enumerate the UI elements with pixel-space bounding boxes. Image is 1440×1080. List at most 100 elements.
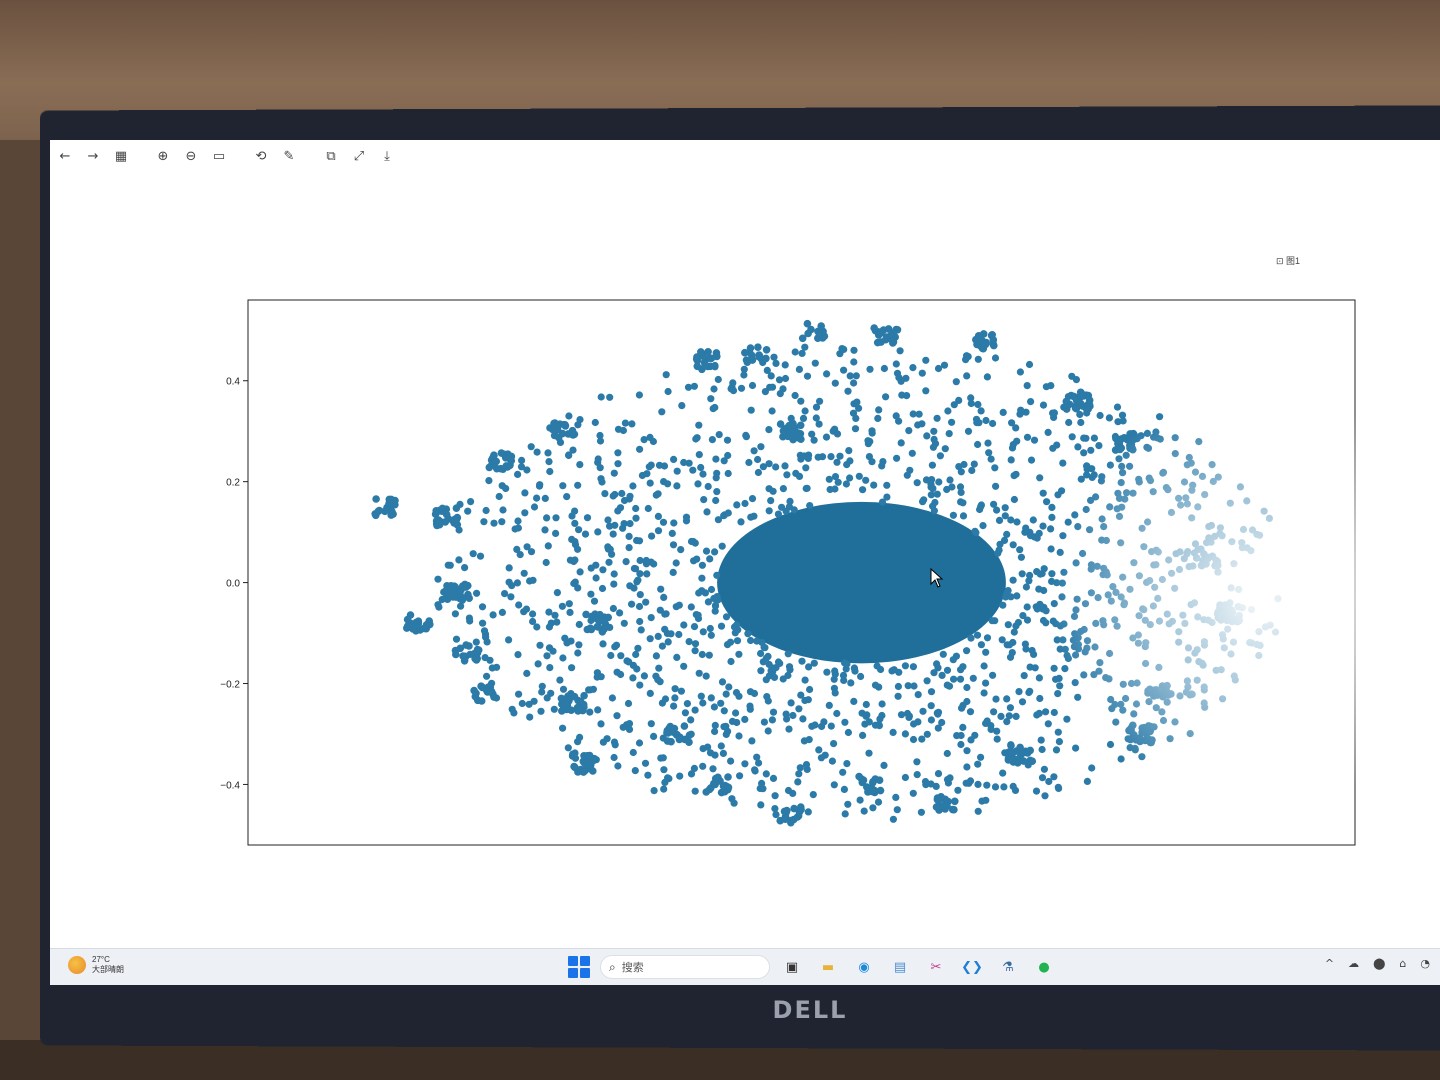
- scatter-point: [963, 763, 971, 771]
- scatter-point: [1151, 583, 1159, 591]
- scatter-point: [599, 640, 607, 648]
- fit-icon[interactable]: ▭: [212, 148, 226, 164]
- scatter-point: [1080, 434, 1088, 442]
- scatter-point: [999, 408, 1007, 416]
- scatter-point: [850, 697, 858, 706]
- back-icon[interactable]: ←: [59, 148, 71, 164]
- scatter-point: [1115, 455, 1123, 463]
- scatter-point: [1171, 434, 1179, 442]
- volume-icon[interactable]: ◔: [1420, 957, 1430, 970]
- scatter-point: [664, 480, 672, 488]
- cluster-point: [693, 353, 701, 361]
- task-view-icon[interactable]: ▣: [785, 959, 799, 975]
- cluster-point: [1007, 742, 1015, 750]
- cluster-point: [934, 802, 942, 810]
- zoom-out-icon[interactable]: ⊖: [185, 148, 197, 164]
- onedrive-icon[interactable]: ☁: [1348, 957, 1360, 970]
- scatter-point: [859, 731, 867, 740]
- scatter-point: [834, 478, 842, 486]
- scatter-point: [624, 699, 633, 708]
- home-icon[interactable]: ⌂: [1399, 957, 1407, 970]
- scatter-point: [784, 650, 792, 658]
- scatter-point: [482, 506, 490, 515]
- scatter-point: [976, 505, 984, 514]
- scatter-point: [1189, 481, 1197, 489]
- scatter-point: [1064, 654, 1072, 663]
- scatter-point: [784, 671, 792, 680]
- scatter-point: [842, 480, 851, 488]
- scatter-point: [732, 709, 740, 717]
- pycharm-icon[interactable]: ●: [1038, 959, 1050, 975]
- cluster-point: [381, 507, 389, 516]
- network-status-icon[interactable]: ⬤: [1373, 957, 1386, 970]
- vscode-icon[interactable]: ❮❯: [961, 959, 983, 975]
- save-icon[interactable]: ⤓: [384, 148, 390, 164]
- scatter-point: [613, 712, 621, 720]
- scatter-point: [1106, 503, 1114, 511]
- scatter-point: [625, 720, 634, 728]
- scatter-point: [718, 542, 726, 550]
- scatter-point: [1175, 494, 1183, 502]
- taskbar-search-box[interactable]: ⌕ 搜索: [600, 955, 770, 979]
- weather-widget[interactable]: 27°C 大部晴朗: [68, 955, 124, 975]
- start-button[interactable]: [568, 956, 590, 978]
- scatter-points: [371, 319, 1282, 827]
- cluster-point: [794, 433, 802, 442]
- scatter-point: [480, 518, 488, 526]
- dense-core-points: [717, 501, 1006, 664]
- scatter-point: [1186, 730, 1194, 738]
- scatter-point: [740, 365, 748, 373]
- file-explorer-icon[interactable]: ▬: [821, 959, 835, 975]
- scatter-point: [515, 601, 523, 609]
- python-app-icon[interactable]: ⚗: [1002, 959, 1014, 975]
- edge-icon[interactable]: ◉: [858, 959, 870, 975]
- scatter-point: [483, 672, 491, 680]
- scatter-point: [1102, 536, 1110, 545]
- scatter-point: [705, 651, 713, 659]
- thumbnails-icon[interactable]: ▦: [114, 148, 128, 164]
- scatter-point: [1256, 531, 1264, 539]
- fullscreen-icon[interactable]: ⤢: [353, 148, 365, 164]
- taskbar-apps: ▣ ▬ ◉ ▤ ✂ ❮❯ ⚗ ●: [780, 955, 1056, 979]
- scatter-point: [1139, 605, 1147, 613]
- scatter-point: [805, 736, 813, 744]
- scatter-point: [1143, 429, 1151, 437]
- scatter-point: [1012, 712, 1020, 721]
- scatter-point: [919, 707, 927, 715]
- scatter-point: [746, 705, 754, 713]
- scatter-point: [637, 626, 645, 634]
- rotate-icon[interactable]: ⟲: [255, 148, 267, 164]
- scatter-point: [1248, 605, 1256, 614]
- scatter-point: [538, 682, 546, 690]
- scatter-point: [742, 433, 751, 441]
- scatter-point: [569, 446, 577, 454]
- show-hidden-icons-icon[interactable]: ^: [1324, 957, 1335, 970]
- scatter-point: [583, 514, 592, 522]
- scatter-point: [892, 360, 900, 368]
- scatter-point: [501, 590, 509, 598]
- zoom-in-icon[interactable]: ⊕: [157, 148, 169, 164]
- edit-icon[interactable]: ✎: [283, 148, 295, 164]
- scatter-point: [499, 506, 507, 514]
- cluster-point: [667, 737, 675, 746]
- scatter-point: [586, 708, 594, 716]
- scatter-point: [860, 807, 868, 815]
- scatter-point: [1134, 639, 1142, 647]
- scatter-point: [802, 464, 810, 472]
- scatter-point: [713, 488, 721, 496]
- scatter-point: [812, 414, 820, 422]
- scatter-point: [719, 749, 728, 758]
- scatter-point: [905, 712, 914, 720]
- scatter-point: [1022, 583, 1030, 591]
- copy-icon[interactable]: ⧉: [326, 148, 336, 164]
- scatter-point: [1149, 488, 1157, 496]
- scatter-point: [815, 746, 823, 754]
- photos-icon[interactable]: ▤: [893, 959, 907, 975]
- scatter-point: [605, 558, 613, 566]
- snipping-icon[interactable]: ✂: [930, 959, 942, 975]
- scatter-point: [1072, 744, 1080, 752]
- forward-icon[interactable]: →: [87, 148, 99, 164]
- scatter-point: [1005, 641, 1014, 649]
- scatter-point: [727, 757, 735, 765]
- cluster-point: [568, 752, 577, 760]
